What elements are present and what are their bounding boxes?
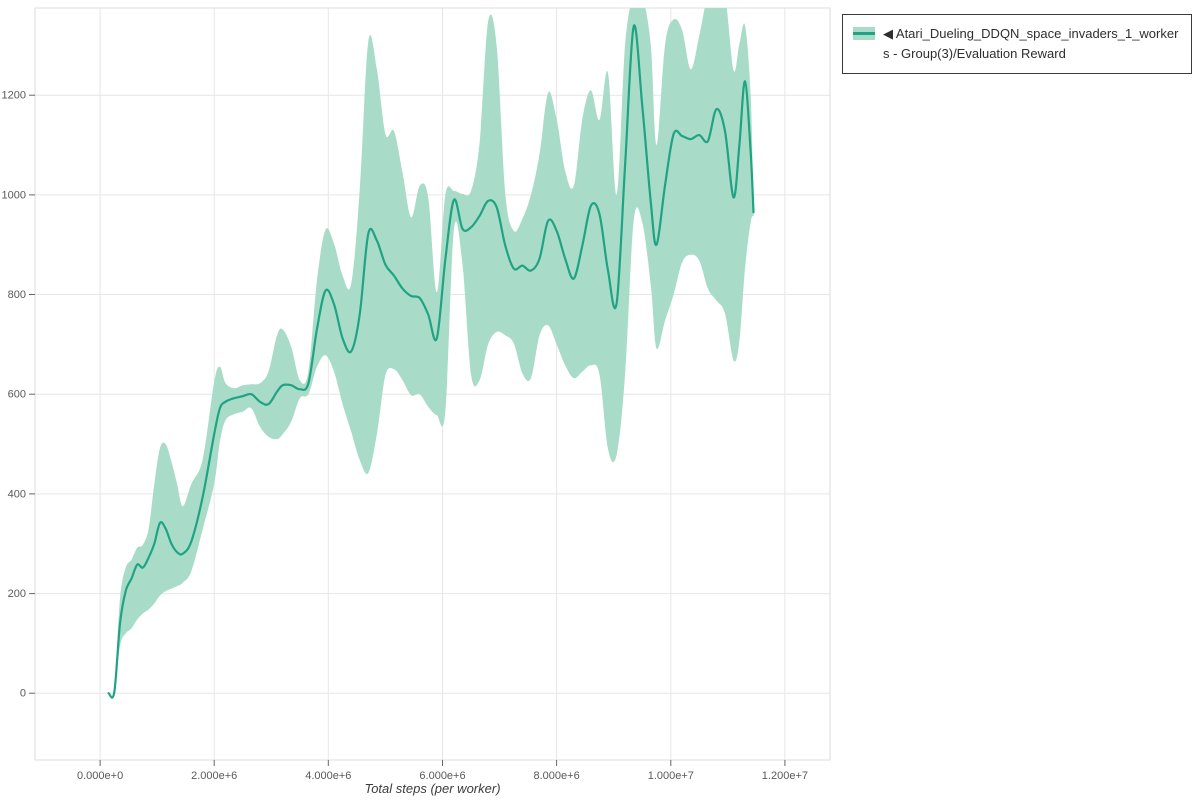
x-tick-label: 4.000e+6 <box>305 770 351 782</box>
mean-line <box>107 24 755 699</box>
y-tick-label: 600 <box>8 389 26 401</box>
legend-label: ◀ Atari_Dueling_DDQN_space_invaders_1_wo… <box>883 26 1179 62</box>
y-tick-label: 200 <box>8 588 26 600</box>
y-tick-label: 400 <box>8 488 26 500</box>
legend-swatch <box>853 27 875 40</box>
x-tick-label: 1.200e+7 <box>762 770 808 782</box>
y-tick-label: 800 <box>8 289 26 301</box>
legend[interactable]: ◀ Atari_Dueling_DDQN_space_invaders_1_wo… <box>842 14 1192 75</box>
y-tick-label: 1200 <box>2 90 26 102</box>
x-axis-title: Total steps (per worker) <box>364 781 501 796</box>
x-tick-label: 2.000e+6 <box>191 770 237 782</box>
confidence-band <box>108 8 754 699</box>
x-tick-label: 0.000e+0 <box>77 770 123 782</box>
y-tick-label: 0 <box>20 688 26 700</box>
plot-outline <box>34 7 831 761</box>
x-tick-label: 1.000e+7 <box>648 770 694 782</box>
x-tick-label: 8.000e+6 <box>534 770 580 782</box>
y-tick-label: 1000 <box>2 189 26 201</box>
x-tick-label: 6.000e+6 <box>419 770 465 782</box>
